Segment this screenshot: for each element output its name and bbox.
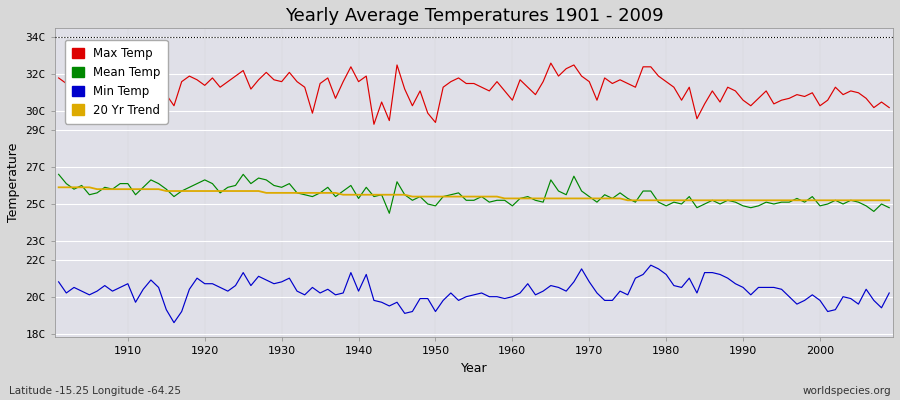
Text: worldspecies.org: worldspecies.org [803,386,891,396]
Y-axis label: Temperature: Temperature [7,143,20,222]
Legend: Max Temp, Mean Temp, Min Temp, 20 Yr Trend: Max Temp, Mean Temp, Min Temp, 20 Yr Tre… [65,40,167,124]
X-axis label: Year: Year [461,362,487,375]
Title: Yearly Average Temperatures 1901 - 2009: Yearly Average Temperatures 1901 - 2009 [284,7,663,25]
Text: Latitude -15.25 Longitude -64.25: Latitude -15.25 Longitude -64.25 [9,386,181,396]
